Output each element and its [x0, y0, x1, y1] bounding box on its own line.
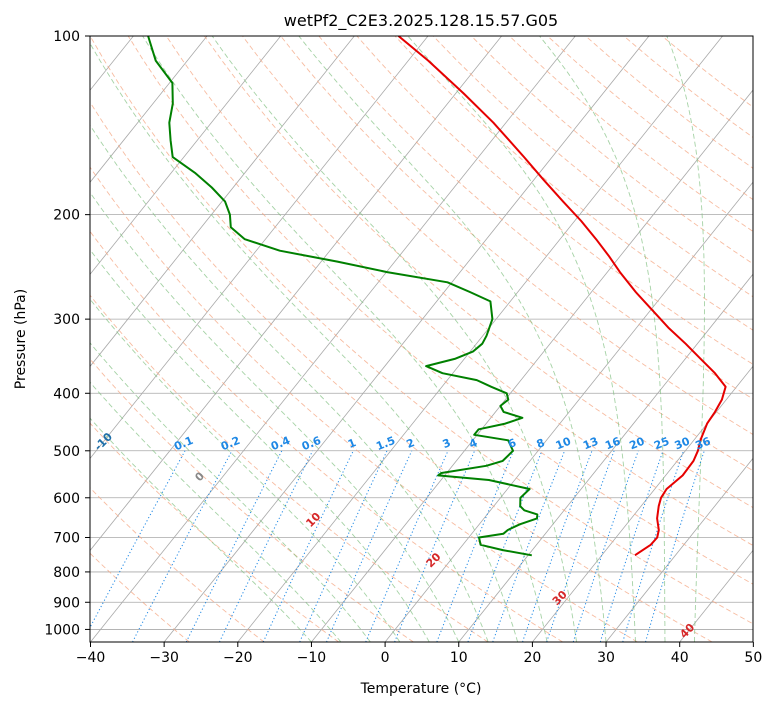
mixing-ratio-label: 25: [652, 435, 671, 453]
moist-adiabat: [0, 36, 400, 642]
y-tick-label: 800: [53, 565, 80, 581]
dry-adiabat: [166, 36, 775, 642]
moist-adiabat: [212, 36, 576, 642]
dry-adiabat-label: -10: [92, 430, 115, 453]
isotherm-line: [0, 36, 207, 642]
chart-title: wetPf2_C2E3.2025.128.15.57.G05: [284, 11, 558, 31]
mixing-ratio-line: [219, 451, 312, 642]
dry-adiabat: [548, 36, 775, 642]
isotherm-line: [385, 36, 775, 642]
temperature-profile-line: [399, 36, 726, 555]
moist-adiabat: [667, 36, 705, 642]
mixing-ratio-label: 6: [506, 436, 518, 451]
x-axis: −40 −30 −20 −10 0 10 20 30 40 50: [76, 642, 763, 666]
x-tick-label: 30: [597, 650, 615, 666]
mixing-ratio-label: 0.2: [219, 434, 242, 453]
x-tick-label: 20: [523, 650, 541, 666]
isotherm-line: [680, 36, 775, 642]
isotherm-line: [0, 36, 60, 642]
mixing-ratio-label: 2: [404, 436, 416, 451]
mixing-ratio-line: [523, 451, 593, 642]
dry-adiabat: [14, 36, 638, 642]
moist-adiabat: [0, 36, 459, 642]
isotherm-line: [238, 36, 723, 642]
grid-lines: [0, 36, 775, 642]
isotherm-line: [606, 36, 775, 642]
isotherm-line: [0, 36, 354, 642]
x-tick-label: −30: [149, 650, 179, 666]
dry-adiabat: [0, 36, 264, 642]
mixing-ratio-line: [263, 451, 353, 642]
mixing-ratio-label: 3: [441, 436, 453, 451]
y-tick-label: 300: [53, 312, 80, 328]
dry-adiabat: [357, 36, 775, 642]
x-tick-label: 0: [381, 650, 390, 666]
dry-adiabat: [319, 36, 775, 642]
y-tick-label: 900: [53, 595, 80, 611]
isotherm-line: [311, 36, 775, 642]
mixing-ratio-line: [623, 451, 684, 642]
y-axis-label: Pressure (hPa): [13, 289, 29, 389]
isotherm-line: [0, 36, 428, 642]
profile-lines: [148, 36, 726, 555]
moist-adiabat: [0, 36, 429, 642]
mixing-ratio-line: [327, 451, 412, 642]
y-tick-label: 500: [53, 444, 80, 460]
mixing-ratio-label: 1.5: [374, 434, 397, 453]
mixing-ratio-line: [82, 451, 185, 642]
mixing-ratio-line: [395, 451, 475, 642]
mixing-ratio-label: 16: [603, 435, 622, 453]
y-tick-label: 1000: [44, 622, 80, 638]
mixing-ratio-label: 10: [554, 435, 573, 453]
dry-adiabat: [52, 36, 712, 642]
dry-adiabat-label: 20: [424, 550, 444, 570]
dry-adiabat-label: 10: [303, 510, 323, 530]
x-axis-label: Temperature (°C): [360, 681, 482, 697]
mixing-ratio-label: 20: [627, 435, 646, 453]
mixing-ratio-label: 0.4: [269, 434, 292, 453]
dry-adiabat: [0, 36, 413, 642]
y-axis: 100 200 300 400 500 600 700 800 900 1000: [44, 29, 90, 638]
x-tick-label: −10: [297, 650, 327, 666]
dry-adiabat: [471, 36, 775, 642]
mixing-ratio-line: [366, 451, 448, 642]
x-tick-label: −20: [223, 650, 253, 666]
x-tick-label: −40: [76, 650, 106, 666]
dry-adiabat: [128, 36, 775, 642]
isotherm-line: [0, 36, 281, 642]
y-tick-label: 100: [53, 29, 80, 45]
y-tick-label: 200: [53, 208, 80, 224]
adiabat-lines: [0, 36, 775, 642]
dry-adiabat-label: -20: [23, 419, 46, 442]
y-tick-label: 400: [53, 386, 80, 402]
mixing-ratio-line: [300, 451, 387, 642]
dry-adiabat: [395, 36, 775, 642]
isotherm-line: [753, 36, 775, 642]
mixing-ratio-label: 30: [673, 435, 692, 453]
dry-adiabat-label: 0: [192, 469, 207, 484]
mixing-ratio-label: 1: [346, 436, 358, 451]
dewpoint-profile-line: [148, 36, 537, 555]
mixing-ratio-lines: [82, 451, 704, 642]
mixing-ratio-label: 4: [467, 436, 479, 451]
dry-adiabat: [0, 36, 488, 642]
y-tick-label: 600: [53, 491, 80, 507]
mixing-ratio-label: 13: [581, 435, 600, 453]
y-tick-label: 700: [53, 531, 80, 547]
x-tick-label: 10: [450, 650, 468, 666]
x-tick-label: 40: [671, 650, 689, 666]
moist-adiabat: [143, 36, 547, 642]
mixing-ratio-label: 0.6: [300, 434, 323, 453]
x-tick-label: 50: [744, 650, 762, 666]
moist-adiabat: [86, 36, 518, 642]
